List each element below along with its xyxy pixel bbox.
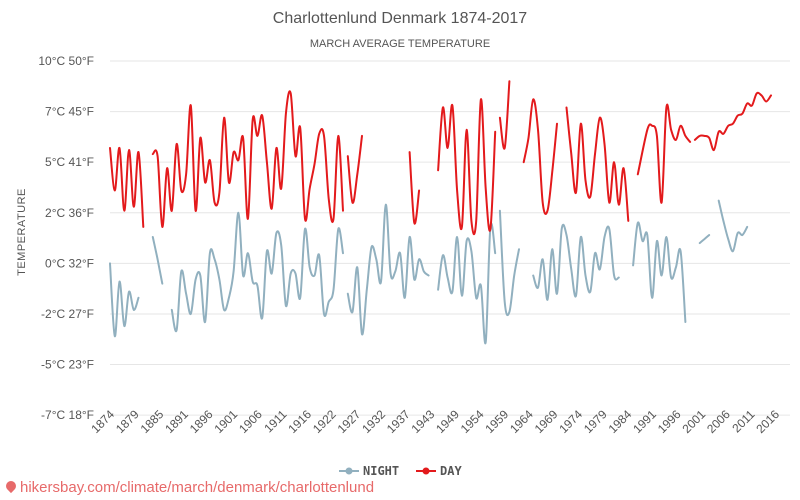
x-tick-label: 1984 [606,407,635,436]
series-night-line-segment [532,223,620,301]
y-axis-ticks: 10°C 50°F 7°C 45°F 5°C 41°F 2°C 36°F 0°C 32°… [38,54,94,422]
series-night-line-segment [498,209,520,317]
series-night [109,199,749,345]
series-day [109,80,772,236]
x-tick-label: 1991 [630,407,659,436]
x-tick-label: 1932 [359,407,388,436]
series-night-line-segment [346,203,430,336]
x-tick-label: 1922 [310,407,339,436]
x-tick-label: 2011 [729,407,757,435]
x-tick-label: 1879 [113,407,142,436]
x-tick-label: 2006 [704,407,733,436]
series-day-line-segment [522,98,558,215]
y-tick-label: 7°C 45°F [45,105,94,119]
legend-label: DAY [440,464,462,478]
x-tick-label: 1901 [211,407,240,436]
y-tick-label: 10°C 50°F [38,54,94,68]
legend-item-night[interactable]: NIGHT [339,464,399,478]
series-night-line-segment [170,211,344,333]
x-tick-label: 1979 [581,407,610,436]
legend-marker-icon [422,467,430,475]
y-tick-label: 2°C 36°F [45,206,94,220]
series-night-line-segment [717,199,749,253]
series-day-line-segment [109,146,145,228]
y-tick-label: -7°C 18°F [41,408,94,422]
series-day-line-segment [346,134,363,204]
series-lines [109,80,772,345]
x-tick-label: 1891 [162,407,191,436]
footer-link[interactable]: hikersbay.com/climate/march/denmark/char… [3,478,375,496]
series-night-line-segment [151,236,164,285]
y-axis-label: TEMPERATURE [16,188,28,276]
y-tick-label: -5°C 23°F [41,358,94,372]
location-pin-icon [3,478,19,494]
series-day-line-segment [408,151,421,225]
series-day-line-segment [636,103,692,204]
x-tick-label: 1996 [655,407,684,436]
chart-title: Charlottenlund Denmark 1874-2017 [273,10,527,27]
x-tick-label: 1959 [482,407,511,436]
x-tick-label: 1911 [261,407,289,435]
x-tick-label: 1964 [507,407,536,436]
x-tick-label: 1974 [556,407,585,436]
chart-subtitle: MARCH AVERAGE TEMPERATURE [310,38,490,50]
x-tick-label: 1954 [458,407,487,436]
x-tick-label: 1969 [532,407,561,436]
x-tick-label: 1943 [409,407,438,436]
grid [110,60,790,416]
x-tick-label: 1896 [187,407,216,436]
x-tick-label: 1885 [138,407,167,436]
series-night-line-segment [437,222,497,345]
series-day-line-segment [151,90,344,228]
x-tick-label: 1927 [335,407,364,436]
series-day-line-segment [498,80,511,150]
x-tick-label: 1906 [236,407,265,436]
series-day-line-segment [693,91,772,152]
x-tick-label: 1949 [433,407,462,436]
series-day-line-segment [565,106,630,222]
legend-item-day[interactable]: DAY [416,464,462,478]
x-tick-label: 2001 [679,407,708,436]
footer-url: hikersbay.com/climate/march/denmark/char… [20,479,375,496]
x-tick-label: 1916 [285,407,314,436]
y-tick-label: 0°C 32°F [45,256,94,270]
series-night-line-segment [698,234,711,245]
series-day-line-segment [437,98,497,236]
legend-marker-icon [345,467,353,475]
legend: NIGHT DAY [339,464,462,478]
series-night-line-segment [109,262,140,338]
x-axis-ticks: 1874187918851891189619011906191119161922… [88,407,782,436]
x-tick-label: 1937 [384,407,413,436]
y-tick-label: 5°C 41°F [45,155,94,169]
x-tick-label: 2016 [753,407,782,436]
y-tick-label: -2°C 27°F [41,307,94,321]
legend-label: NIGHT [363,464,399,478]
series-night-line-segment [632,221,687,323]
